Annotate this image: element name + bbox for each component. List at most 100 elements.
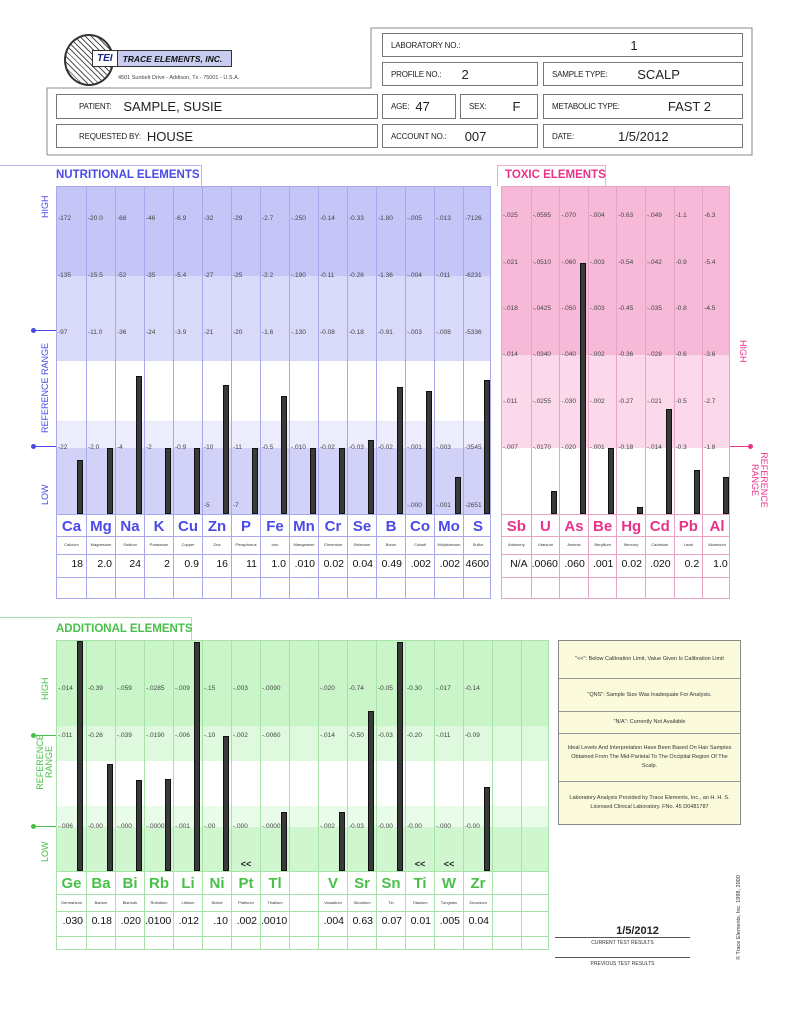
profile-no-value: 2 <box>461 66 469 82</box>
tick-label: -.190 <box>291 272 306 279</box>
element-symbol: S <box>472 518 483 535</box>
tick-label: -.014 <box>320 732 335 739</box>
tick-label: -0.00 <box>465 823 480 830</box>
tick-label: -.013 <box>436 215 451 222</box>
reference-low-dot <box>31 444 36 449</box>
tick-label: -7126 <box>465 215 482 222</box>
tick-label: -.049 <box>647 212 662 219</box>
tick-label: -5 <box>204 502 210 509</box>
sample-type-field: SAMPLE TYPE: SCALP <box>543 62 743 86</box>
toxic-reference-dot <box>748 444 753 449</box>
note-qns: "QNS": Sample Size Was Inadequate For An… <box>559 679 740 712</box>
tick-label: -0.08 <box>320 329 335 336</box>
element-result: 0.07 <box>381 915 402 927</box>
tick-label: -.059 <box>117 685 132 692</box>
element-name: Vanadium <box>324 900 342 905</box>
result-bar <box>397 387 403 514</box>
element-symbol: Mg <box>90 518 112 535</box>
tick-label: -.028 <box>647 351 662 358</box>
tick-label: -.021 <box>647 398 662 405</box>
tick-label: -2.7 <box>262 215 274 222</box>
element-result: 24 <box>129 558 141 570</box>
element-result: 11 <box>246 558 257 570</box>
element-name: Platinum <box>238 900 254 905</box>
tick-label: -3.6 <box>704 351 716 358</box>
table-row-divider <box>502 536 729 537</box>
below-calibration-marker: << <box>414 859 426 869</box>
element-column: -.017 -.011 -.000 << W Tungsten .005 <box>434 641 463 949</box>
element-symbol: Mo <box>438 518 460 535</box>
tick-label: -.020 <box>561 444 577 451</box>
element-symbol: Ni <box>209 875 225 892</box>
tick-label: -.15 <box>204 685 216 692</box>
element-symbol: As <box>564 518 584 535</box>
element-symbol: Mn <box>293 518 315 535</box>
element-symbol: Bi <box>122 875 138 892</box>
tick-label: -0.20 <box>407 732 422 739</box>
element-name: Uranium <box>537 542 553 547</box>
element-name: Potassium <box>149 542 169 547</box>
tick-label: -0.14 <box>320 215 335 222</box>
element-symbol: P <box>240 518 251 535</box>
tick-label: -.003 <box>436 444 451 451</box>
element-name: Lead <box>683 542 693 547</box>
tick-label: -.0000 <box>262 823 281 830</box>
element-result: .001 <box>592 558 614 570</box>
tick-label: -.014 <box>58 685 73 692</box>
tick-label: -0.11 <box>320 272 335 279</box>
tick-label: -0.36 <box>618 351 634 358</box>
tick-label: -11.0 <box>88 329 103 336</box>
laboratory-no-field: LABORATORY NO.: 1 <box>382 33 743 57</box>
metabolic-type-label: METABOLIC TYPE: <box>552 102 620 111</box>
element-column <box>289 641 318 949</box>
tick-label: -.039 <box>117 732 132 739</box>
chart-band <box>57 361 490 421</box>
metabolic-type-value: FAST 2 <box>667 99 711 114</box>
element-name: Nickel <box>211 900 223 905</box>
tick-label: -.0170 <box>532 444 552 451</box>
tick-label: -.070 <box>561 212 577 219</box>
tick-label: -.007 <box>503 444 518 451</box>
tick-label: -.0510 <box>532 259 552 266</box>
current-test-label: CURRENT TEST RESULTS <box>591 940 654 946</box>
toxic-title: TOXIC ELEMENTS <box>505 169 606 181</box>
tick-label: -35 <box>146 272 156 279</box>
age-value: 47 <box>415 99 430 114</box>
element-symbol: Cr <box>324 518 342 535</box>
element-symbol: Tl <box>268 875 282 892</box>
tick-label: -.002 <box>589 351 605 358</box>
chart-band <box>502 187 729 355</box>
additional-reference-low-marker <box>33 826 56 827</box>
reference-low-marker <box>33 446 56 447</box>
element-column: -0.30 -0.20 -0.00 << Ti Titanium 0.01 <box>405 641 434 949</box>
tick-label: -22 <box>58 444 68 451</box>
tick-label: -.250 <box>291 215 306 222</box>
chart-band <box>57 187 490 276</box>
element-result: N/A <box>510 558 528 570</box>
chart-band <box>502 355 729 448</box>
element-result: 4600 <box>465 558 489 570</box>
notes-box: "<<": Below Calibration Limit, Value Giv… <box>558 640 741 825</box>
tick-label: -25 <box>233 272 243 279</box>
element-column: -.013 -.011 -.008 -.003 -.001 Mo Molybdenum .00… <box>434 187 463 598</box>
tick-label: -.006 <box>58 823 73 830</box>
element-column: -.025 -.021 -.018 -.014 -.011 -.007 Sb Antimony… <box>502 187 531 598</box>
tick-label: -0.9 <box>675 259 687 266</box>
header-frame <box>46 27 753 156</box>
tick-label: -2 <box>146 444 152 451</box>
element-symbol: K <box>153 518 165 535</box>
element-result: 0.9 <box>184 558 199 570</box>
tick-label: -.011 <box>503 398 518 405</box>
tick-label: -52 <box>117 272 127 279</box>
tick-label: -0.54 <box>618 259 634 266</box>
company-name: TRACE ELEMENTS, INC. <box>122 53 223 64</box>
tick-label: -.010 <box>291 444 306 451</box>
tick-label: -.003 <box>589 259 605 266</box>
tick-label: -.011 <box>436 272 451 279</box>
tick-label: -.0090 <box>262 685 281 692</box>
note-ideal-levels: Ideal Levels And Interpretation Have Bee… <box>559 734 740 782</box>
element-name: Phosphorus <box>235 542 257 547</box>
laboratory-no-value: 1 <box>630 37 638 53</box>
tick-label: -.0000 <box>146 823 165 830</box>
element-result: 0.04 <box>468 915 489 927</box>
